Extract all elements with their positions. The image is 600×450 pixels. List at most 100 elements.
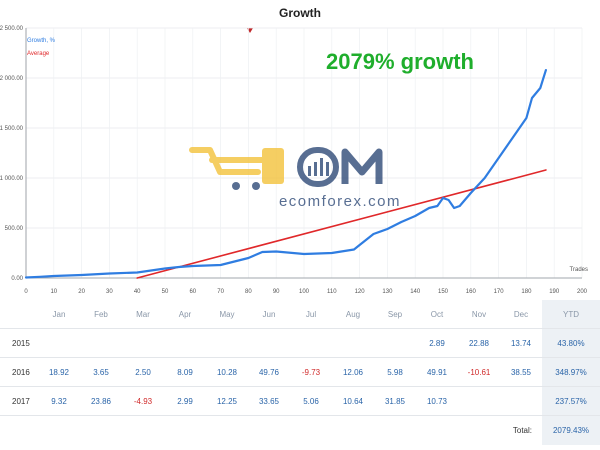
ytd-cell: 43.80%	[542, 328, 600, 358]
x-tick-label: 10	[50, 289, 57, 295]
month-return-cell: -4.93	[122, 386, 164, 416]
month-column-header: Oct	[416, 300, 458, 329]
month-return-cell	[332, 328, 374, 358]
x-tick-label: 190	[549, 289, 560, 295]
month-column-header: Jul	[290, 300, 332, 329]
growth-annotation: 2079% growth	[326, 49, 474, 74]
month-return-cell	[500, 386, 542, 416]
chart-title: Growth	[279, 6, 321, 20]
month-return-cell: 9.32	[38, 386, 80, 416]
month-return-cell: 22.88	[458, 328, 500, 358]
monthly-returns-table: Jan Feb Mar Apr May Jun Jul Aug Sep Oct Nov Dec YTD …	[0, 300, 600, 450]
table-row: 2017 9.32 23.86 -4.93 2.99 12.25 33.65 5.06 10.6…	[0, 386, 600, 416]
month-return-cell: -9.73	[290, 357, 332, 387]
month-return-cell: 2.99	[164, 386, 206, 416]
x-tick-label: 80	[245, 289, 252, 295]
legend-entry-average: Average	[27, 51, 50, 57]
x-tick-label: 40	[134, 289, 141, 295]
x-tick-label: 150	[438, 289, 449, 295]
month-return-cell: 2.89	[416, 328, 458, 358]
year-cell: 2017	[0, 386, 38, 416]
month-return-cell: 18.92	[38, 357, 80, 387]
marker-triangle-icon	[247, 28, 253, 33]
x-tick-label: 60	[189, 289, 196, 295]
y-tick-label: 1 000.00	[0, 176, 24, 182]
x-tick-label: 50	[162, 289, 169, 295]
ecom-logo: ecomforex.com	[189, 147, 401, 210]
table-row: 2015 2.89 22.88 13.74 43.80%	[0, 328, 600, 358]
x-tick-label: 130	[382, 289, 393, 295]
legend-entry-growth: Growth, %	[27, 38, 56, 44]
x-tick-label: 90	[273, 289, 280, 295]
y-tick-label: 0.00	[11, 276, 23, 282]
x-tick-label: 120	[355, 289, 366, 295]
month-return-cell: 2.50	[122, 357, 164, 387]
month-return-cell: 23.86	[80, 386, 122, 416]
month-return-cell: 12.25	[206, 386, 248, 416]
table-header-row: Jan Feb Mar Apr May Jun Jul Aug Sep Oct Nov Dec YTD	[0, 300, 600, 329]
total-row: Total: 2079.43%	[0, 415, 600, 445]
month-column-header: Apr	[164, 300, 206, 329]
month-return-cell: 13.74	[500, 328, 542, 358]
x-tick-label: 110	[327, 289, 337, 295]
x-tick-label: 180	[521, 289, 532, 295]
total-label: Total:	[0, 415, 542, 445]
x-tick-label: 20	[78, 289, 85, 295]
month-return-cell	[458, 386, 500, 416]
month-return-cell: 49.76	[248, 357, 290, 387]
month-return-cell: -10.61	[458, 357, 500, 387]
month-column-header: Jun	[248, 300, 290, 329]
average-series-line	[136, 169, 547, 279]
month-column-header: Aug	[332, 300, 374, 329]
month-return-cell	[80, 328, 122, 358]
month-return-cell: 5.06	[290, 386, 332, 416]
y-tick-label: 2 500.00	[0, 26, 24, 32]
total-value: 2079.43%	[542, 415, 600, 445]
ytd-cell: 348.97%	[542, 357, 600, 387]
month-return-cell: 10.28	[206, 357, 248, 387]
x-tick-label: 200	[577, 289, 588, 295]
year-cell: 2016	[0, 357, 38, 387]
y-tick-label: 1 500.00	[0, 126, 24, 132]
month-return-cell: 33.65	[248, 386, 290, 416]
month-return-cell	[164, 328, 206, 358]
month-return-cell	[206, 328, 248, 358]
month-column-header: May	[206, 300, 248, 329]
month-column-header: Jan	[38, 300, 80, 329]
x-tick-label: 170	[494, 289, 505, 295]
y-tick-label: 2 000.00	[0, 76, 24, 82]
month-return-cell: 10.73	[416, 386, 458, 416]
month-return-cell	[248, 328, 290, 358]
month-column-header: Sep	[374, 300, 416, 329]
x-tick-label: 100	[299, 289, 310, 295]
month-return-cell: 31.85	[374, 386, 416, 416]
month-column-header: Mar	[122, 300, 164, 329]
month-return-cell	[122, 328, 164, 358]
month-return-cell: 5.98	[374, 357, 416, 387]
month-return-cell: 49.91	[416, 357, 458, 387]
month-column-header: Feb	[80, 300, 122, 329]
month-return-cell: 10.64	[332, 386, 374, 416]
month-return-cell	[374, 328, 416, 358]
month-column-header: Dec	[500, 300, 542, 329]
month-return-cell: 38.55	[500, 357, 542, 387]
y-tick-label: 500.00	[5, 226, 24, 232]
year-column-header	[0, 300, 38, 329]
month-column-header: Nov	[458, 300, 500, 329]
logo-domain-text: ecomforex.com	[279, 193, 401, 210]
x-axis-label: Trades	[570, 267, 588, 273]
month-return-cell	[38, 328, 80, 358]
x-tick-label: 30	[106, 289, 113, 295]
x-tick-label: 70	[217, 289, 224, 295]
x-tick-label: 0	[24, 289, 28, 295]
month-return-cell: 8.09	[164, 357, 206, 387]
growth-chart: Growth 0.00 500.00 1 000.00 1 500.00 2 000.0…	[0, 6, 588, 295]
ytd-column-header: YTD	[542, 300, 600, 329]
legend: Growth, % Average	[27, 38, 56, 57]
x-tick-label: 160	[466, 289, 477, 295]
month-return-cell: 3.65	[80, 357, 122, 387]
x-tick-label: 140	[410, 289, 421, 295]
ytd-cell: 237.57%	[542, 386, 600, 416]
month-return-cell: 12.06	[332, 357, 374, 387]
table-row: 2016 18.92 3.65 2.50 8.09 10.28 49.76 -9.73 12.0…	[0, 357, 600, 387]
